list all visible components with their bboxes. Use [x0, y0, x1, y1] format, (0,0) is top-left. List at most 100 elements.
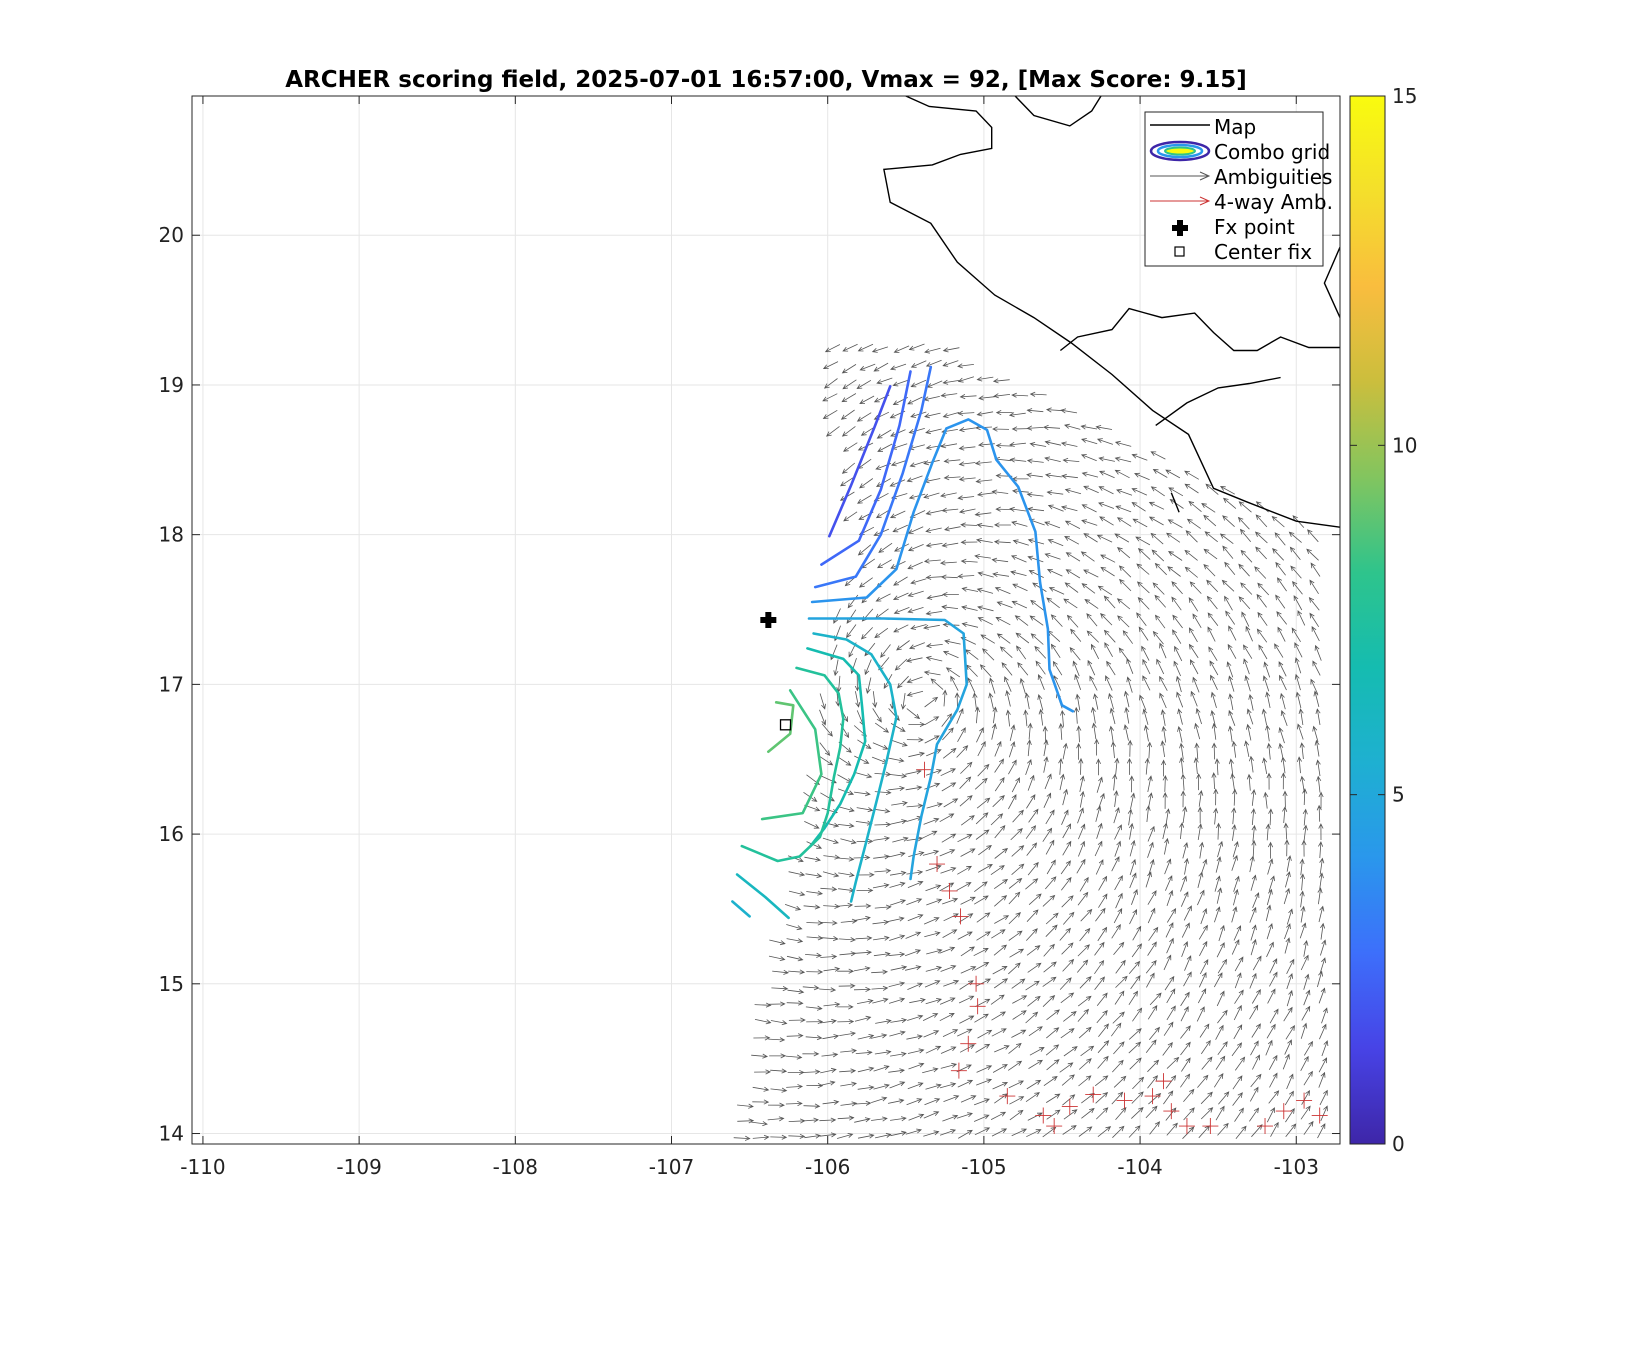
ambiguity-arrow	[1042, 827, 1053, 842]
ambiguity-arrow	[1251, 839, 1257, 857]
ambiguity-arrow	[1250, 808, 1256, 826]
ambiguity-arrow	[1078, 1075, 1092, 1087]
x-tick-label: -109	[336, 1155, 381, 1179]
ambiguity-arrow	[1184, 566, 1198, 578]
ambiguity-arrow	[836, 1004, 854, 1010]
ambiguity-arrow	[1062, 1094, 1076, 1106]
ambiguity-arrow	[924, 716, 940, 726]
ambiguity-arrow	[1011, 392, 1029, 398]
ambiguity-arrow	[922, 1067, 939, 1074]
ambiguity-arrow	[1319, 857, 1325, 875]
ambiguity-arrow	[1280, 710, 1288, 727]
ambiguity-arrow	[856, 887, 874, 893]
ambiguity-arrow	[1147, 890, 1157, 905]
ambiguity-arrow	[887, 1098, 905, 1104]
ambiguity-arrow	[943, 1095, 960, 1102]
ambiguity-arrow	[857, 544, 872, 556]
ambiguity-arrow	[890, 1116, 907, 1122]
ambiguity-arrow	[1184, 955, 1192, 971]
ambiguity-arrow	[1211, 742, 1217, 760]
ambiguity-arrow	[1015, 632, 1030, 644]
ambiguity-arrow	[1177, 708, 1183, 725]
ambiguity-arrow	[1215, 856, 1222, 873]
ambiguity-arrow	[993, 944, 1007, 956]
ambiguity-arrow	[925, 1045, 942, 1054]
ambiguity-arrow	[1268, 1054, 1278, 1070]
ambiguity-arrow	[1249, 972, 1257, 989]
ambiguity-arrow	[859, 395, 875, 405]
ambiguity-arrow	[1198, 971, 1207, 988]
ambiguity-arrow	[1251, 989, 1261, 1004]
contour-line	[731, 900, 751, 918]
ambiguity-arrow	[1206, 595, 1218, 610]
ambiguity-arrow	[1266, 923, 1273, 940]
ambiguity-arrow	[1232, 788, 1238, 806]
ambiguity-arrow	[1148, 516, 1164, 526]
four-way-arrow	[929, 856, 946, 873]
ambiguity-arrow	[906, 737, 924, 743]
ambiguity-arrow	[1114, 757, 1120, 775]
ambiguity-arrow	[1265, 823, 1271, 841]
ambiguity-arrow	[1063, 598, 1078, 609]
ambiguity-arrow	[975, 812, 989, 825]
ambiguity-arrow	[1289, 546, 1301, 561]
chart-title: ARCHER scoring field, 2025-07-01 16:57:0…	[285, 67, 1247, 93]
ambiguity-arrow	[1217, 1041, 1228, 1056]
four-way-arrow	[1116, 1092, 1133, 1109]
ambiguity-arrow	[1156, 658, 1165, 675]
ambiguity-arrow	[1095, 907, 1106, 922]
ambiguity-arrow	[906, 690, 924, 697]
ambiguity-arrow	[873, 951, 891, 957]
ambiguity-arrow	[787, 989, 805, 995]
ambiguity-arrow	[924, 1098, 941, 1106]
ambiguity-arrow	[1278, 742, 1284, 760]
ambiguity-arrow	[930, 678, 944, 690]
ambiguity-arrow	[1027, 995, 1041, 1007]
ambiguity-arrow	[822, 871, 840, 878]
ambiguity-arrow	[1045, 1093, 1061, 1103]
ambiguity-arrow	[906, 475, 923, 483]
ambiguity-arrow	[873, 1065, 890, 1072]
ambiguity-arrow	[1117, 615, 1130, 628]
ambiguity-arrow	[1171, 596, 1182, 611]
ambiguity-arrow	[1274, 532, 1286, 546]
ambiguity-arrow	[925, 655, 943, 662]
ambiguity-arrow	[854, 1015, 872, 1022]
ambiguity-arrow	[1189, 581, 1202, 594]
ambiguity-arrow	[1203, 563, 1216, 577]
ambiguity-arrow	[906, 1098, 923, 1106]
ambiguity-arrow	[857, 998, 874, 1004]
ambiguity-arrow	[1297, 610, 1306, 626]
ambiguity-arrow	[877, 443, 893, 452]
ambiguity-arrow	[1038, 708, 1044, 726]
ambiguity-arrow	[1073, 706, 1080, 724]
ambiguity-arrow	[907, 607, 924, 614]
ambiguity-arrow	[941, 604, 959, 610]
ambiguity-arrow	[1046, 859, 1056, 875]
ambiguity-arrow	[1180, 773, 1186, 791]
ambiguity-arrow	[1026, 909, 1039, 922]
ambiguity-arrow	[1081, 519, 1098, 526]
legend-combo-grid-symbol	[1149, 140, 1211, 162]
ambiguity-arrow	[1026, 842, 1038, 856]
ambiguity-arrow	[871, 346, 889, 353]
ambiguity-arrow	[1079, 775, 1085, 792]
ambiguity-arrow	[1083, 569, 1099, 578]
ambiguity-arrow	[837, 968, 855, 974]
ambiguity-arrow	[1206, 579, 1219, 593]
ambiguity-arrow	[857, 1066, 875, 1073]
ambiguity-arrow	[1045, 809, 1055, 825]
ambiguity-arrow	[1131, 453, 1148, 461]
ambiguity-arrow	[1086, 630, 1099, 643]
ambiguity-arrow	[1228, 725, 1234, 743]
y-tick-label: 15	[159, 972, 184, 996]
ambiguity-arrow	[1174, 645, 1183, 662]
ambiguity-arrow	[991, 1128, 1008, 1137]
ambiguity-arrow	[1149, 1121, 1161, 1135]
ambiguity-arrow	[1268, 1090, 1280, 1104]
ambiguity-arrow	[975, 538, 993, 544]
ambiguity-arrow	[1095, 425, 1113, 431]
ambiguity-arrow	[1152, 469, 1168, 478]
ambiguity-arrow	[1213, 1073, 1224, 1088]
ambiguity-arrow	[1046, 1109, 1061, 1120]
